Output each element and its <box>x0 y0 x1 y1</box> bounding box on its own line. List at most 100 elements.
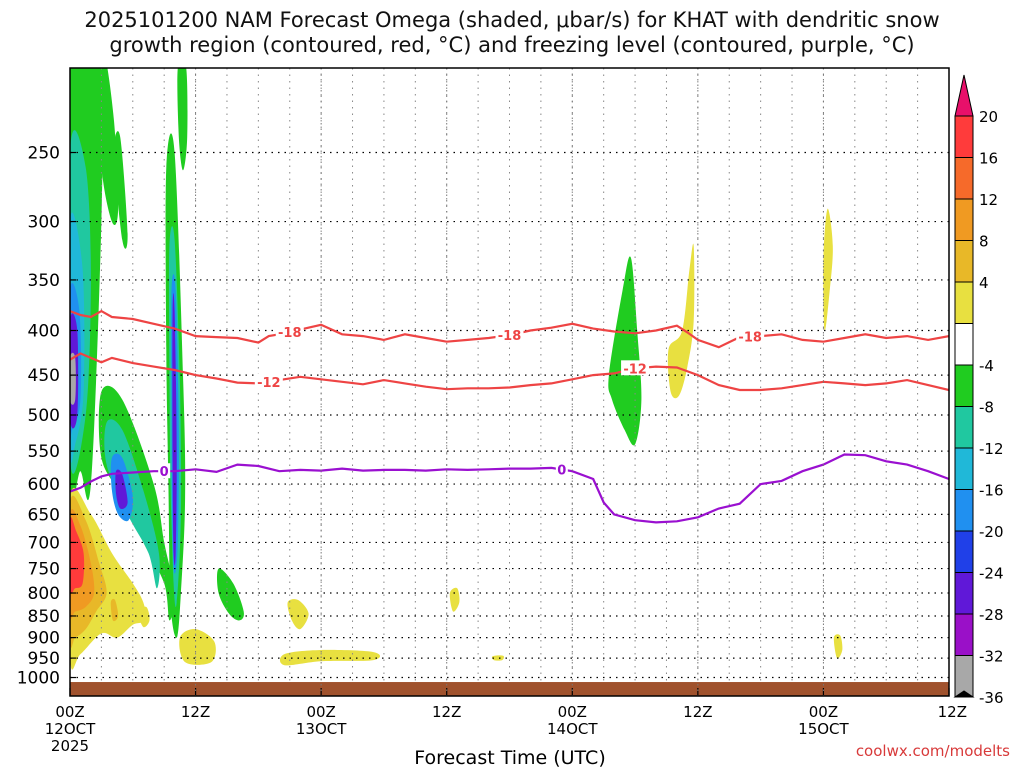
y-tick-label-350: 350 <box>28 271 60 291</box>
colorbar-label: -36 <box>979 689 1004 707</box>
x-tick-label: 14OCT <box>547 720 598 738</box>
x-tick-label: 12OCT <box>45 720 96 738</box>
y-tick-label-950: 950 <box>28 649 60 669</box>
x-axis-label: Forecast Time (UTC) <box>414 747 605 768</box>
omega-gray-left <box>70 352 76 405</box>
y-tick-label-1000: 1000 <box>17 669 60 689</box>
plot-frame <box>69 67 950 697</box>
colorbar-swatch <box>954 572 974 615</box>
omega-column-purple <box>172 293 177 566</box>
colorbar-swatch <box>954 115 974 158</box>
colorbar-swatch <box>954 323 974 366</box>
colorbar-label: -20 <box>979 523 1004 541</box>
omega-low-yellow-d <box>179 629 216 665</box>
ground-surface <box>70 682 949 696</box>
omega-low-red-left <box>70 517 85 594</box>
contour-label-dgz-minus12: -12 <box>623 362 647 377</box>
contour-label-freezing-level: 0 <box>557 464 566 479</box>
omega-upper-green-c <box>177 68 188 171</box>
contour-lines: -18 -18 -18 -12 -12 0 0 <box>70 309 949 524</box>
colorbar: 20 16 12 8 4 -4 -8 -12 -16 -20 -24 -28 -32 -36 <box>953 74 1004 707</box>
omega-mid-purple-left <box>115 469 128 510</box>
contour-label-freezing-level: 0 <box>160 465 169 480</box>
colorbar-label: 8 <box>979 233 989 251</box>
omega-low-yellow-g <box>449 587 460 612</box>
y-tick-label-500: 500 <box>28 406 60 426</box>
y-tick-label-700: 700 <box>28 533 60 553</box>
x-tick-label: 15OCT <box>798 720 849 738</box>
chart-title-line-1: 2025101200 NAM Forecast Omega (shaded, μ… <box>84 8 940 32</box>
x-tick-label: 00Z <box>306 703 335 721</box>
x-tick-label: 00Z <box>55 703 84 721</box>
contour-freezing-level <box>70 453 949 524</box>
y-tick-label-850: 850 <box>28 607 60 627</box>
contour-label-bg <box>158 463 171 479</box>
colorbar-swatch <box>954 530 974 573</box>
colorbar-label: 4 <box>979 274 989 292</box>
y-tick-label-400: 400 <box>28 322 60 342</box>
colorbar-label: -32 <box>979 648 1004 666</box>
chart-title: 2025101200 NAM Forecast Omega (shaded, μ… <box>0 8 1024 58</box>
contour-dgz-minus12 <box>70 352 949 392</box>
omega-right-green <box>608 256 642 446</box>
colorbar-label: -28 <box>979 606 1004 624</box>
colorbar-label: -8 <box>979 399 994 417</box>
x-tick-label: 2025 <box>51 737 89 755</box>
colorbar-label: -24 <box>979 565 1004 583</box>
colorbar-swatch <box>954 364 974 407</box>
x-tick-label: 13OCT <box>296 720 347 738</box>
colorbar-swatch <box>954 489 974 532</box>
colorbar-swatch <box>954 198 974 241</box>
x-tick-label: 12Z <box>181 703 210 721</box>
colorbar-top-arrow <box>954 74 974 117</box>
y-tick-label-300: 300 <box>28 213 60 233</box>
colorbar-label: -12 <box>979 440 1004 458</box>
colorbar-swatch <box>954 613 974 656</box>
colorbar-swatch <box>954 281 974 324</box>
contour-dgz-minus18 <box>70 309 949 349</box>
y-tick-label-900: 900 <box>28 629 60 649</box>
x-tick-label: 00Z <box>558 703 587 721</box>
colorbar-label: -4 <box>979 357 994 375</box>
colorbar-label: -16 <box>979 482 1004 500</box>
contour-label-bg <box>555 461 568 477</box>
colorbar-label: 12 <box>979 191 998 209</box>
colorbar-label: 16 <box>979 150 998 168</box>
omega-low-yellow-h <box>491 655 504 661</box>
x-tick-label: 12Z <box>938 703 967 721</box>
colorbar-swatch <box>954 406 974 449</box>
colorbar-swatch <box>954 157 974 200</box>
omega-right-yellow-b <box>823 208 833 332</box>
omega-low-yellow-f <box>279 649 381 666</box>
contour-label-dgz-minus18: -18 <box>498 329 522 344</box>
chart-title-line-2: growth region (contoured, red, °C) and f… <box>109 33 915 57</box>
y-tick-label-450: 450 <box>28 366 60 386</box>
omega-low-yellow-e <box>287 599 309 630</box>
omega-upper-green-b <box>113 131 128 249</box>
y-tick-label-800: 800 <box>28 584 60 604</box>
contour-label-bg <box>275 323 304 339</box>
x-tick-label: 12Z <box>683 703 712 721</box>
omega-low-yellow-c <box>137 606 150 628</box>
y-tick-label-750: 750 <box>28 560 60 580</box>
x-tick-label: 00Z <box>809 703 838 721</box>
contour-label-bg <box>495 327 524 343</box>
credit-text: coolwx.com/modelts <box>856 742 1010 760</box>
contour-label-dgz-minus18: -18 <box>278 326 302 341</box>
y-tick-label-650: 650 <box>28 505 60 525</box>
colorbar-bottom-arrow <box>953 690 975 698</box>
y-tick-label-250: 250 <box>28 144 60 164</box>
omega-right-yellow-c <box>833 634 843 659</box>
omega-shading <box>70 68 843 670</box>
contour-label-dgz-minus12: -12 <box>257 376 281 391</box>
contour-label-dgz-minus18: -18 <box>738 331 762 346</box>
x-tick-label: 12Z <box>432 703 461 721</box>
omega-right-yellow-a <box>667 243 695 399</box>
y-tick-label-600: 600 <box>28 475 60 495</box>
pressure-axis: 2503003504004505005506006507007508008509… <box>17 144 76 689</box>
ground-fill <box>70 682 949 696</box>
colorbar-swatch <box>954 447 974 490</box>
colorbar-label: 20 <box>979 108 998 126</box>
contour-label-bg <box>621 360 650 376</box>
